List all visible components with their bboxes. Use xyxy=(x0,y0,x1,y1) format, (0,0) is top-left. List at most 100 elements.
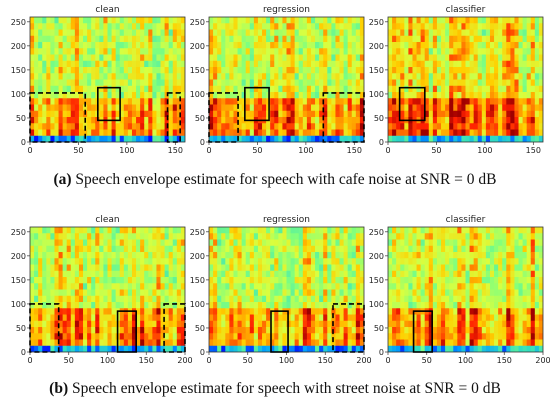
heatmap-cell xyxy=(249,42,255,49)
heatmap-cell xyxy=(522,289,528,297)
heatmap-cell xyxy=(164,135,170,142)
heatmap-cell xyxy=(221,54,226,62)
y-tick-label: 0 xyxy=(200,138,205,147)
heatmap-cell xyxy=(424,239,430,247)
heatmap-cell xyxy=(420,29,426,37)
heatmap-cell xyxy=(339,135,345,142)
heatmap-cell xyxy=(538,277,543,284)
heatmap-cell xyxy=(343,333,349,341)
heatmap-cell xyxy=(319,239,324,247)
heatmap-cell xyxy=(262,60,267,68)
heatmap-cell xyxy=(298,345,304,352)
heatmap-cell xyxy=(148,233,153,241)
heatmap-cell xyxy=(432,48,438,56)
heatmap-cell xyxy=(424,314,430,322)
heatmap-cell xyxy=(164,79,170,87)
heatmap-cell xyxy=(506,98,511,106)
heatmap-cell xyxy=(253,98,259,106)
heatmap-cell xyxy=(339,35,345,43)
dashed-region-box xyxy=(29,303,60,353)
heatmap-cell xyxy=(424,245,430,253)
heatmap-cell xyxy=(424,17,430,24)
heatmap-cell xyxy=(237,302,243,309)
heatmap-cell xyxy=(335,283,341,291)
heatmap-cell xyxy=(327,245,332,253)
heatmap-cell xyxy=(388,54,393,62)
heatmap-cell xyxy=(302,67,308,74)
heatmap-cell xyxy=(144,135,149,142)
heatmap-cell xyxy=(34,48,39,56)
heatmap-cell xyxy=(152,320,158,328)
heatmap-cell xyxy=(66,42,72,49)
heatmap-cell xyxy=(91,327,96,334)
heatmap-cell xyxy=(461,110,467,118)
heatmap-cell xyxy=(404,333,409,341)
heatmap-cell xyxy=(441,42,446,49)
y-tick-label: 250 xyxy=(369,228,384,237)
heatmap-cell xyxy=(355,245,361,253)
heatmap-cell xyxy=(278,35,284,43)
heatmap-cell xyxy=(168,110,174,118)
heatmap-cell xyxy=(62,98,68,106)
heatmap-cell xyxy=(339,233,345,241)
heatmap-cell xyxy=(388,98,393,106)
heatmap-cell xyxy=(50,73,56,81)
heatmap-cell xyxy=(449,17,454,24)
heatmap-cell xyxy=(127,123,133,131)
heatmap-cell xyxy=(408,327,414,334)
heatmap-cell xyxy=(217,117,222,124)
heatmap-cell xyxy=(241,289,247,297)
heatmap-cell xyxy=(209,252,214,259)
heatmap-cell xyxy=(457,92,463,99)
heatmap-cell xyxy=(164,339,170,347)
heatmap-cell xyxy=(38,270,43,278)
heatmap-cell xyxy=(152,42,158,49)
heatmap-cell xyxy=(319,98,324,106)
heatmap-cell xyxy=(294,92,300,99)
heatmap-cell xyxy=(131,245,137,253)
heatmap-cell xyxy=(46,252,51,259)
heatmap-cell xyxy=(388,239,393,247)
heatmap-cell xyxy=(74,79,80,87)
heatmap-cell xyxy=(278,60,284,68)
heatmap-cell xyxy=(359,135,364,142)
heatmap-cell xyxy=(473,54,479,62)
heatmap-cell xyxy=(465,48,471,56)
heatmap-cell xyxy=(70,98,76,106)
panel-title: clean xyxy=(95,215,119,225)
heatmap-cell xyxy=(127,233,133,241)
heatmap-cell xyxy=(123,345,129,352)
heatmap-cell xyxy=(530,117,536,124)
heatmap-cell xyxy=(62,245,68,253)
heatmap-cell xyxy=(70,110,76,118)
heatmap-cell xyxy=(469,283,475,291)
heatmap-cell xyxy=(469,320,475,328)
heatmap-cell xyxy=(343,48,349,56)
heatmap-cell xyxy=(510,117,516,124)
heatmap-cell xyxy=(347,270,353,278)
heatmap-cell xyxy=(355,23,361,31)
heatmap-cell xyxy=(465,233,471,241)
heatmap-cell xyxy=(461,54,467,62)
heatmap-cell xyxy=(481,29,487,37)
heatmap-cell xyxy=(66,98,72,106)
heatmap-cell xyxy=(514,42,520,49)
heatmap-cell xyxy=(396,283,401,291)
heatmap-cell xyxy=(131,79,137,87)
heatmap-cell xyxy=(339,289,345,297)
heatmap-cell xyxy=(469,117,475,124)
heatmap-cell xyxy=(160,270,166,278)
heatmap-cell xyxy=(131,92,137,99)
heatmap-cell xyxy=(347,320,353,328)
heatmap-cell xyxy=(34,110,39,118)
heatmap-cell xyxy=(453,85,458,93)
heatmap-cell xyxy=(432,117,438,124)
heatmap-cell xyxy=(335,23,341,31)
heatmap-cell xyxy=(510,85,516,93)
heatmap-cell xyxy=(302,123,308,131)
heatmap-cell xyxy=(172,233,178,241)
heatmap-cell xyxy=(323,92,328,99)
heatmap-cell xyxy=(469,79,475,87)
heatmap-cell xyxy=(278,92,284,99)
